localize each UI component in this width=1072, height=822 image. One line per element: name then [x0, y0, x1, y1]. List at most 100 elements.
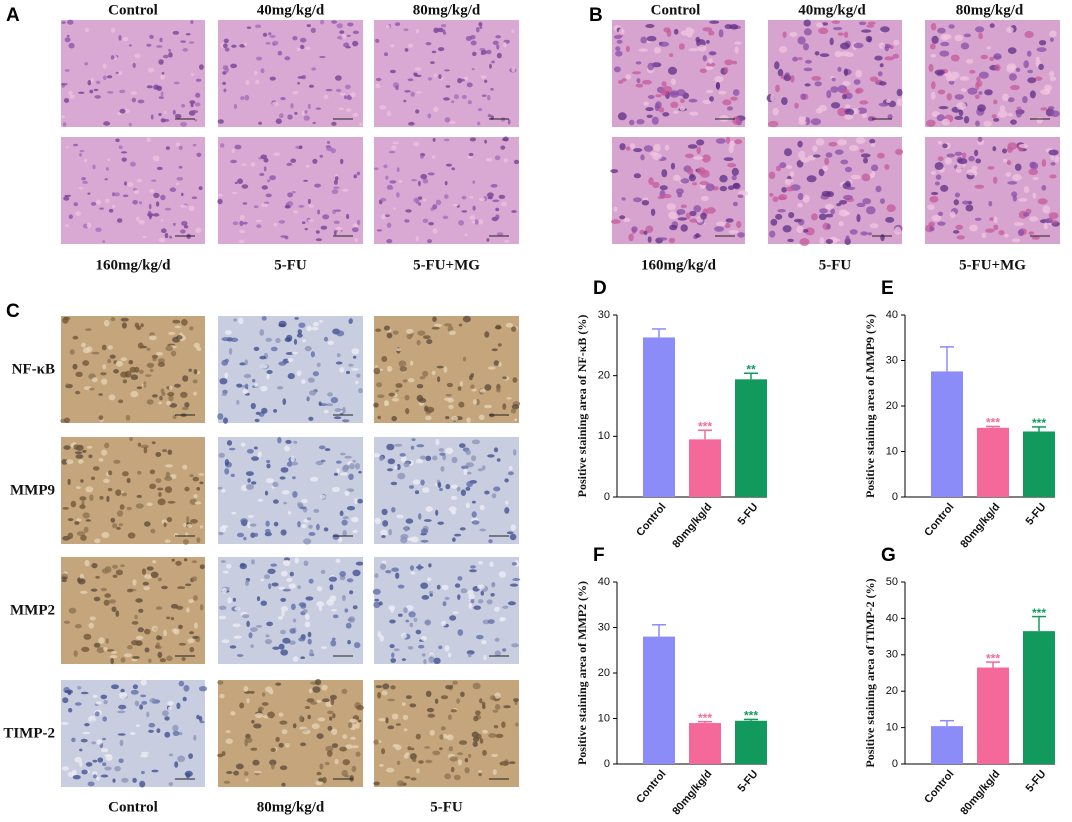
cell [396, 167, 400, 173]
cell [336, 468, 340, 474]
cell [487, 454, 495, 458]
cell [1049, 37, 1054, 42]
cell [863, 157, 868, 164]
cell [308, 416, 314, 421]
cell [313, 508, 320, 513]
cell [892, 53, 900, 59]
cell [478, 414, 485, 421]
cell [346, 34, 351, 37]
cell [99, 495, 104, 500]
cell [768, 171, 776, 180]
cell [1014, 222, 1024, 226]
cell [223, 417, 228, 424]
cell [942, 34, 952, 40]
cell [410, 777, 417, 781]
cell [122, 194, 129, 198]
cell [787, 238, 794, 243]
cell [955, 224, 963, 230]
cell [486, 49, 492, 55]
cell [438, 645, 443, 650]
cell [169, 403, 178, 408]
cell [513, 698, 519, 702]
cell [390, 658, 397, 663]
cell [280, 570, 288, 577]
cell [296, 47, 301, 52]
cell [297, 585, 301, 590]
significance: *** [1032, 416, 1046, 430]
cell [298, 205, 305, 208]
cell [286, 577, 293, 582]
cell [246, 448, 254, 454]
cell [322, 698, 330, 703]
cell [843, 194, 853, 200]
cell [975, 120, 980, 127]
cell [650, 208, 656, 216]
cell [92, 466, 100, 471]
cell [265, 528, 271, 533]
cell [110, 55, 115, 60]
cell [507, 601, 516, 606]
cell [270, 346, 278, 352]
cell [468, 594, 475, 600]
cell [339, 746, 347, 752]
cell [842, 93, 847, 100]
cell [250, 402, 256, 410]
column-label: 5-FU [274, 257, 307, 273]
cell [251, 481, 257, 485]
cell [264, 531, 272, 537]
cell [352, 605, 358, 610]
cell [149, 698, 156, 703]
cell [724, 66, 729, 74]
tissue-image [925, 136, 1060, 244]
cell [134, 189, 140, 195]
cell [395, 383, 403, 388]
cell [812, 145, 818, 152]
cell [636, 78, 641, 84]
cell [458, 740, 468, 745]
cell [71, 769, 77, 776]
cell [122, 37, 129, 42]
cell [453, 774, 461, 781]
cell [352, 40, 359, 47]
cell [309, 390, 317, 396]
cell [860, 153, 871, 158]
cell [680, 178, 690, 184]
cell [688, 48, 699, 52]
y-tick-label: 0 [604, 758, 610, 770]
cell [374, 517, 381, 525]
cell [85, 762, 93, 767]
cell [150, 571, 159, 578]
cell [386, 332, 393, 339]
cell [275, 736, 280, 743]
cell [664, 144, 670, 151]
cell [450, 484, 458, 489]
cell [418, 644, 425, 649]
y-axis-label: Positive staining area of TIMP-2 (%) [863, 578, 877, 767]
cell [866, 206, 876, 215]
cell [191, 576, 198, 582]
cell [94, 95, 101, 99]
cell [929, 43, 936, 50]
cell [172, 415, 177, 419]
cell [161, 72, 165, 75]
cell [842, 80, 851, 86]
cell [101, 378, 108, 385]
cell [85, 328, 92, 331]
column-label: 5-FU+MG [959, 257, 1026, 273]
image-background [218, 137, 363, 244]
cell [224, 459, 230, 466]
cell [335, 226, 343, 231]
cell [412, 479, 421, 485]
cell [405, 695, 412, 699]
cell [354, 497, 358, 505]
cell [320, 19, 325, 25]
cell [220, 560, 226, 563]
cell [74, 390, 81, 395]
cell [345, 744, 353, 749]
cell [291, 191, 296, 194]
cell [404, 48, 409, 52]
cell [499, 617, 504, 622]
cell [250, 627, 258, 632]
cell [508, 466, 513, 471]
tissue-image [925, 20, 1060, 127]
